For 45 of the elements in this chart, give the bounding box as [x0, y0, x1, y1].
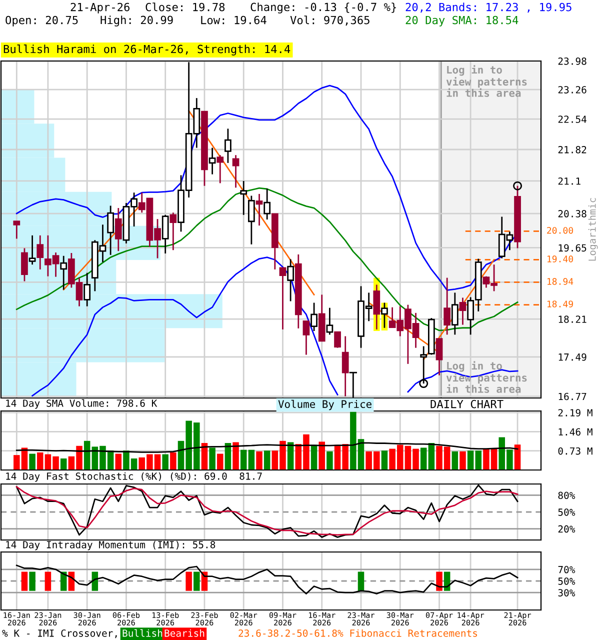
- y-tick-label: 23.98: [558, 58, 586, 65]
- ref-line-label: 18.94: [547, 278, 574, 285]
- text: Vol: 970,365: [290, 16, 370, 26]
- text: High: 20.99: [100, 16, 173, 26]
- y-tick-label: 16.77: [558, 392, 586, 400]
- y-tick-label: 21.1: [558, 177, 580, 185]
- y-tick-label: 22.54: [558, 116, 586, 123]
- text: Bullish: [122, 629, 162, 637]
- y-axis-title: Logarithmic: [588, 198, 598, 261]
- y-tick-label: 50%: [558, 508, 576, 516]
- y-tick-label: 21.82: [558, 146, 586, 154]
- ref-line-label: 20.00: [547, 226, 573, 234]
- ref-line-label: 19.40: [547, 256, 573, 262]
- annotation: Log in to view patterns in this area: [446, 361, 527, 393]
- chart-title: Bullish Harami on 26-Mar-26, Strength: 14.4: [4, 44, 290, 56]
- y-tick-label: 0.73 M: [558, 447, 592, 455]
- text: 20 Day SMA: 18.54: [406, 16, 518, 26]
- y-tick-label: 17.49: [558, 353, 586, 361]
- text: Open: 20.75: [6, 16, 78, 26]
- text: Bearish: [164, 629, 204, 637]
- ref-line-label: 18.49: [547, 300, 573, 308]
- y-tick-label: 20.38: [558, 210, 586, 218]
- chart-title: 14 Day Fast Stochastic (%K) (%D): 69.0 81.7: [6, 472, 262, 482]
- y-tick-label: 30%: [558, 589, 576, 596]
- y-tick-label: 19.65: [558, 244, 586, 252]
- chart-title: 14 Day SMA Volume: 798.6 K: [6, 399, 158, 409]
- y-tick-label: 20%: [558, 525, 576, 533]
- y-tick-label: 80%: [558, 492, 576, 500]
- text: Low: 19.64: [201, 16, 266, 24]
- y-tick-label: 70%: [558, 566, 576, 574]
- y-tick-label: 23.26: [558, 86, 586, 94]
- text: Close: 19.78: [146, 2, 225, 12]
- text: 23.6-38.2-50-61.8% Fibonacci Retracements: [238, 629, 478, 637]
- y-tick-label: 1.46 M: [558, 428, 592, 436]
- chart-title: 14 Day Intraday Momentum (IMI): 55.8: [6, 540, 216, 550]
- y-tick-label: 18.21: [558, 316, 586, 323]
- text: 20,2 Bands: 17.23 , 19.95: [406, 2, 572, 13]
- text: % K - IMI Crossover,: [2, 629, 117, 638]
- y-tick-label: 50%: [558, 578, 576, 585]
- text: Volume By Price: [278, 400, 372, 410]
- text: Change: -0.13 {-0.7 %}: [250, 2, 396, 14]
- y-tick-label: 2.19 M: [558, 409, 592, 416]
- text: 21-Apr-26: [70, 2, 130, 14]
- text: DAILY CHART: [430, 400, 504, 408]
- annotation: Log in to view patterns in this area: [446, 65, 527, 97]
